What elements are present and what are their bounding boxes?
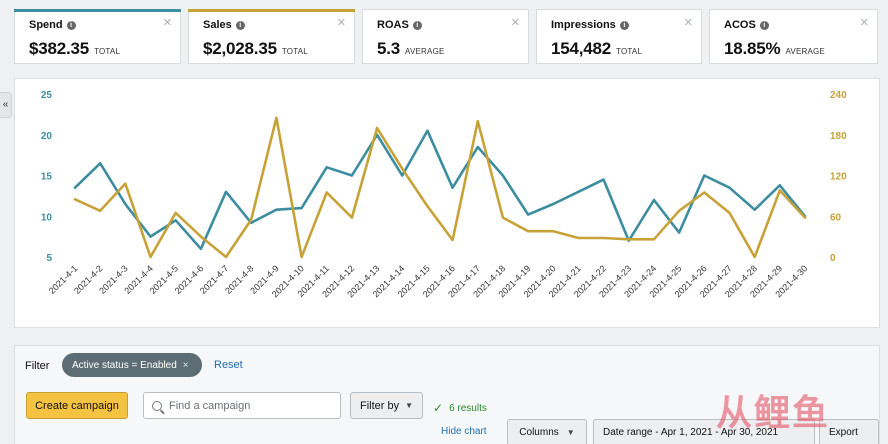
card-value-amount: 154,482 <box>551 39 612 58</box>
right-axis-tick-label: 60 <box>830 212 842 223</box>
card-value-amount: 5.3 <box>377 39 401 58</box>
close-icon[interactable]: × <box>182 359 189 371</box>
info-icon[interactable]: i <box>66 20 76 30</box>
chevron-down-icon: ▼ <box>566 428 575 437</box>
left-axis-tick-label: 25 <box>41 90 53 101</box>
filter-chip-label: Active status = Enabled <box>72 359 177 371</box>
card-title-label: Impressions <box>551 19 616 31</box>
card-title: ROAS i <box>377 19 422 31</box>
left-axis-tick-label: 5 <box>46 253 52 264</box>
right-axis-tick-label: 0 <box>830 253 836 264</box>
close-icon[interactable]: ✕ <box>336 17 346 29</box>
card-title: Spend i <box>29 19 76 31</box>
card-value: 154,482 TOTAL <box>551 39 642 59</box>
card-title-label: Spend <box>29 19 63 31</box>
chevron-down-icon: ▼ <box>405 401 414 410</box>
card-unit: AVERAGE <box>785 47 825 56</box>
filter-by-label: Filter by <box>359 399 400 412</box>
results-count: ✓ 6 results <box>433 401 487 415</box>
search-icon <box>152 400 162 411</box>
card-title-label: ACOS <box>724 19 756 31</box>
filter-chip-active-status[interactable]: Active status = Enabled × <box>62 353 202 377</box>
card-value-amount: 18.85% <box>724 39 781 58</box>
close-icon[interactable]: ✕ <box>859 17 869 29</box>
right-axis-tick-label: 180 <box>830 131 847 142</box>
metric-card-acos[interactable]: ACOS i 18.85% AVERAGE ✕ <box>709 9 878 64</box>
right-axis-tick-label: 240 <box>830 90 847 101</box>
metric-card-spend[interactable]: Spend i $382.35 TOTAL ✕ <box>14 9 181 64</box>
card-title: ACOS i <box>724 19 769 31</box>
close-icon[interactable]: ✕ <box>683 17 693 29</box>
performance-chart-panel: 5 10 15 20 25 0 60 120 180 240 2021-4-1 2021-4-2 202… <box>14 78 880 328</box>
card-value-amount: $382.35 <box>29 39 90 58</box>
card-title-label: Sales <box>203 19 232 31</box>
series-line-sales <box>73 116 807 259</box>
card-title: Impressions i <box>551 19 629 31</box>
metric-card-sales[interactable]: Sales i $2,028.35 TOTAL ✕ <box>188 9 355 64</box>
card-unit: TOTAL <box>616 47 643 56</box>
close-icon[interactable]: ✕ <box>162 17 172 29</box>
export-button[interactable]: Export <box>819 419 879 444</box>
info-icon[interactable]: i <box>759 20 769 30</box>
hide-chart-link[interactable]: Hide chart <box>441 426 487 437</box>
card-value: $2,028.35 TOTAL <box>203 39 308 59</box>
reset-link[interactable]: Reset <box>214 359 243 371</box>
metric-cards: Spend i $382.35 TOTAL ✕ Sales i $2,028.35… <box>14 9 880 67</box>
performance-chart: 5101520250601201802402021-4-12021-4-2202… <box>41 90 847 299</box>
series-line-spend <box>73 129 807 251</box>
card-value: $382.35 TOTAL <box>29 39 120 59</box>
card-title: Sales i <box>203 19 245 31</box>
card-accent-bar <box>188 9 355 12</box>
checkmark-icon: ✓ <box>433 401 444 415</box>
metric-card-roas[interactable]: ROAS i 5.3 AVERAGE ✕ <box>362 9 529 64</box>
card-unit: TOTAL <box>94 47 121 56</box>
filter-toolbar: Filter Active status = Enabled × Reset C… <box>14 345 880 444</box>
info-icon[interactable]: i <box>235 20 245 30</box>
card-unit: AVERAGE <box>405 47 445 56</box>
left-axis-tick-label: 20 <box>41 131 53 142</box>
card-value-amount: $2,028.35 <box>203 39 277 58</box>
info-icon[interactable]: i <box>619 20 629 30</box>
filter-by-dropdown[interactable]: Filter by ▼ <box>350 392 423 419</box>
left-axis-tick-label: 15 <box>41 172 53 183</box>
search-input[interactable] <box>169 399 329 412</box>
double-chevron-left-icon[interactable]: « <box>0 92 12 118</box>
date-range-button[interactable]: Date range - Apr 1, 2021 - Apr 30, 2021 <box>593 419 815 444</box>
card-unit: TOTAL <box>281 47 308 56</box>
card-title-label: ROAS <box>377 19 409 31</box>
card-value: 18.85% AVERAGE <box>724 39 825 59</box>
create-campaign-button[interactable]: Create campaign <box>26 392 128 419</box>
right-axis-tick-label: 120 <box>830 172 847 183</box>
close-icon[interactable]: ✕ <box>510 17 520 29</box>
left-axis-tick-label: 10 <box>41 212 53 223</box>
columns-dropdown[interactable]: Columns ▼ <box>507 419 587 444</box>
columns-label: Columns <box>519 427 559 438</box>
campaign-search-box[interactable] <box>143 392 341 419</box>
card-value: 5.3 AVERAGE <box>377 39 445 59</box>
filter-label: Filter <box>25 360 50 372</box>
metric-card-impressions[interactable]: Impressions i 154,482 TOTAL ✕ <box>536 9 702 64</box>
info-icon[interactable]: i <box>412 20 422 30</box>
card-accent-bar <box>14 9 181 12</box>
results-text: 6 results <box>449 402 487 414</box>
